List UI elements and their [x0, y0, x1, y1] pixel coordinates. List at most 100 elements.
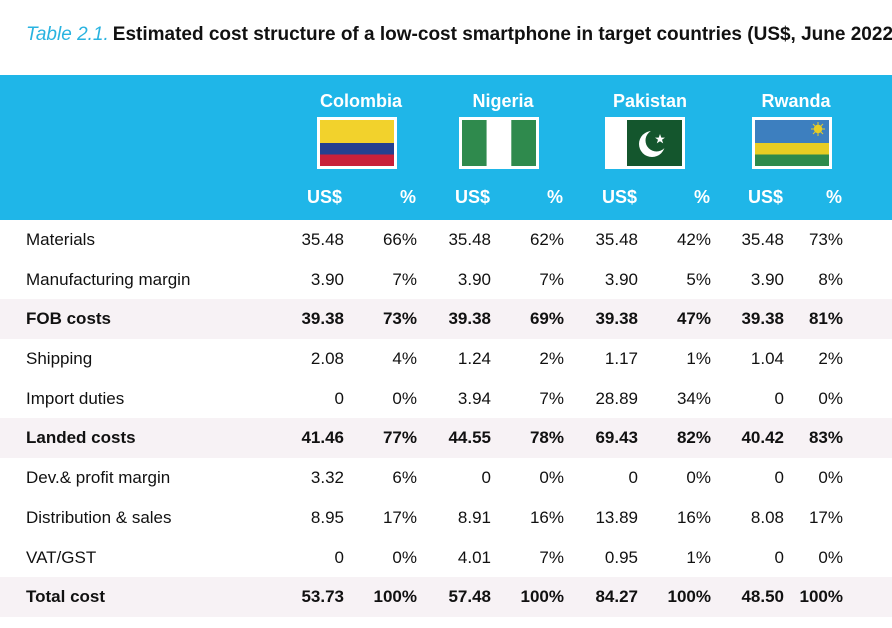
- row-label: Manufacturing margin: [26, 269, 191, 289]
- usd-cell: 53.73: [301, 587, 344, 607]
- usd-cell: 35.48: [448, 230, 491, 249]
- table-row: Total cost 53.73 100% 57.48 100% 84.27 100% 48.…: [0, 577, 892, 617]
- usd-cell: 84.27: [595, 587, 638, 607]
- col-label-pct-pakistan: %: [694, 187, 711, 207]
- table-row: FOB costs 39.38 73% 39.38 69% 39.38 47% 39.38 81…: [0, 299, 892, 340]
- usd-cell: 13.89: [595, 507, 638, 527]
- flag-pakistan-icon: [605, 117, 685, 169]
- table-title: Table 2.1. Estimated cost structure of a …: [26, 24, 892, 46]
- flag-colombia-icon: [317, 117, 397, 169]
- pct-cell: 5%: [686, 269, 711, 289]
- table-body: Materials 35.48 66% 35.48 62% 35.48 42% 35.48 73…: [0, 220, 892, 617]
- table-row: Import duties 0 0% 3.94 7% 28.89 34% 0 0%: [0, 379, 892, 419]
- row-label: Materials: [26, 230, 95, 249]
- pct-cell: 73%: [808, 230, 843, 249]
- pct-cell: 78%: [529, 428, 564, 448]
- row-label: FOB costs: [26, 309, 112, 329]
- table-row: Manufacturing margin 3.90 7% 3.90 7% 3.90 5% 3.…: [0, 260, 892, 300]
- table-row: Distribution & sales 8.95 17% 8.91 16% 13.89 1…: [0, 498, 892, 538]
- pct-cell: 0%: [392, 547, 417, 567]
- usd-cell: 44.55: [448, 428, 491, 448]
- country-colombia: Colombia: [319, 91, 402, 111]
- table-number: Table 2.1.: [26, 24, 109, 45]
- usd-cell: 3.94: [457, 388, 491, 408]
- pct-cell: 0%: [539, 468, 564, 488]
- pct-cell: 42%: [676, 230, 711, 249]
- pct-cell: 2%: [539, 349, 564, 369]
- row-label: Distribution & sales: [26, 507, 172, 527]
- usd-cell: 35.48: [741, 230, 784, 249]
- usd-cell: 4.01: [457, 547, 491, 567]
- pct-cell: 4%: [392, 349, 417, 369]
- flag-rwanda-icon: [752, 117, 832, 169]
- row-label: Shipping: [26, 349, 93, 369]
- usd-cell: 8.95: [310, 507, 344, 527]
- usd-cell: 35.48: [595, 230, 638, 249]
- col-label-usd-colombia: US$: [307, 187, 343, 207]
- table-row: Dev.& profit margin 3.32 6% 0 0% 0 0% 0 0%: [0, 458, 892, 498]
- usd-cell: 48.50: [741, 587, 784, 607]
- table-row: Shipping 2.08 4% 1.24 2% 1.17 1% 1.04 2%: [0, 339, 892, 379]
- flag-nigeria-icon: [459, 117, 539, 169]
- pct-cell: 82%: [676, 428, 711, 448]
- usd-cell: 39.38: [448, 309, 491, 329]
- pct-cell: 16%: [529, 507, 564, 527]
- usd-cell: 0: [481, 468, 491, 488]
- pct-cell: 77%: [382, 428, 417, 448]
- table-row: Landed costs 41.46 77% 44.55 78% 69.43 82% 40.4…: [0, 418, 892, 459]
- col-label-usd-pakistan: US$: [602, 187, 638, 207]
- country-pakistan: Pakistan: [612, 91, 688, 111]
- country-rwanda: Rwanda: [761, 91, 831, 111]
- table-row: Materials 35.48 66% 35.48 62% 35.48 42% 35.48 73…: [0, 220, 892, 260]
- pct-cell: 6%: [392, 468, 417, 488]
- pct-cell: 100%: [373, 587, 417, 607]
- usd-cell: 0: [774, 468, 784, 488]
- row-label: VAT/GST: [26, 547, 97, 567]
- usd-cell: 3.90: [310, 269, 344, 289]
- usd-cell: 69.43: [595, 428, 638, 448]
- pct-cell: 34%: [676, 388, 711, 408]
- pct-cell: 100%: [667, 587, 711, 607]
- col-label-usd-nigeria: US$: [455, 187, 491, 207]
- col-label-usd-rwanda: US$: [748, 187, 784, 207]
- usd-cell: 3.90: [457, 269, 491, 289]
- pct-cell: 100%: [520, 587, 564, 607]
- usd-cell: 0: [334, 388, 344, 408]
- pct-cell: 7%: [392, 269, 417, 289]
- pct-cell: 73%: [382, 309, 417, 329]
- usd-cell: 28.89: [595, 388, 638, 408]
- pct-cell: 16%: [676, 507, 711, 527]
- pct-cell: 8%: [818, 269, 843, 289]
- pct-cell: 7%: [539, 388, 564, 408]
- usd-cell: 0.95: [604, 547, 638, 567]
- row-label: Total cost: [26, 587, 106, 607]
- pct-cell: 1%: [686, 349, 711, 369]
- usd-cell: 39.38: [741, 309, 784, 329]
- pct-cell: 7%: [539, 547, 564, 567]
- pct-cell: 2%: [818, 349, 843, 369]
- col-label-pct-colombia: %: [400, 187, 417, 207]
- pct-cell: 0%: [818, 547, 843, 567]
- row-label: Dev.& profit margin: [26, 468, 171, 488]
- usd-cell: 39.38: [301, 309, 344, 329]
- pct-cell: 62%: [529, 230, 564, 249]
- row-label: Landed costs: [26, 428, 136, 448]
- pct-cell: 17%: [382, 507, 417, 527]
- table-caption: Estimated cost structure of a low-cost s…: [112, 24, 892, 45]
- usd-cell: 0: [628, 468, 638, 488]
- table-header: Colombia Nigeria Pakistan Rwanda: [0, 75, 892, 220]
- pct-cell: 0%: [818, 388, 843, 408]
- pct-cell: 0%: [818, 468, 843, 488]
- usd-cell: 3.90: [604, 269, 638, 289]
- col-label-pct-rwanda: %: [826, 187, 843, 207]
- table-row: VAT/GST 0 0% 4.01 7% 0.95 1% 0 0%: [0, 538, 892, 578]
- pct-cell: 7%: [539, 269, 564, 289]
- pct-cell: 81%: [808, 309, 843, 329]
- usd-cell: 2.08: [310, 349, 344, 369]
- usd-cell: 57.48: [448, 587, 491, 607]
- country-nigeria: Nigeria: [472, 91, 534, 111]
- usd-cell: 41.46: [301, 428, 344, 448]
- pct-cell: 47%: [676, 309, 711, 329]
- pct-cell: 0%: [686, 468, 711, 488]
- usd-cell: 1.04: [750, 349, 784, 369]
